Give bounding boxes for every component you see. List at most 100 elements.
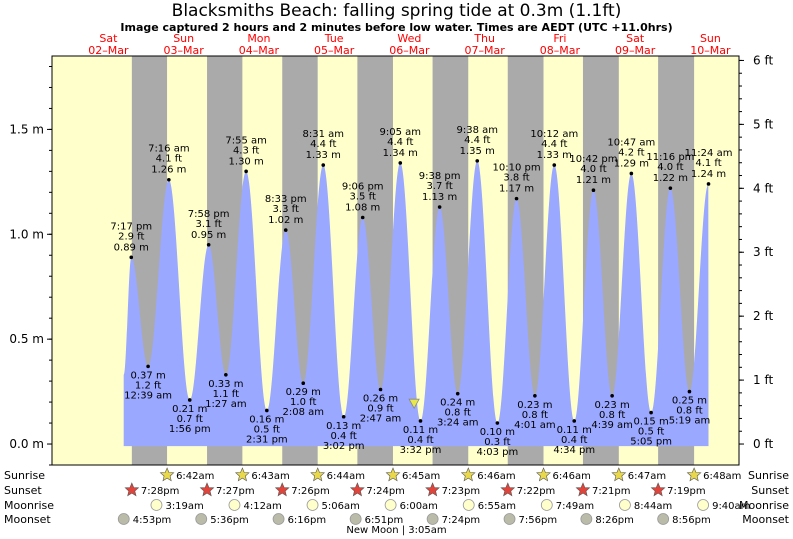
high-tide-height-ft: 4.1 ft <box>695 158 721 169</box>
high-tide-height-m: 1.02 m <box>268 215 303 226</box>
day-header-date: 03–Mar <box>164 44 205 57</box>
day-header-date: 09–Mar <box>615 44 656 57</box>
low-tide-height-m: 0.21 m <box>172 404 207 415</box>
day-header-date: 04–Mar <box>239 44 280 57</box>
moonrise-time: 4:12am <box>243 501 281 512</box>
low-tide-time: 1:27 am <box>205 399 247 410</box>
row-label-right-moonset: Moonset <box>742 513 789 526</box>
plot-frame <box>51 55 740 466</box>
sunset-star-icon <box>425 482 440 497</box>
sunset-star-icon <box>500 482 516 497</box>
moonset-moon-icon <box>580 513 593 525</box>
row-label-left-moonset: Moonset <box>4 513 51 526</box>
high-tide-height-m: 1.33 m <box>537 150 572 161</box>
low-tide-height-ft: 0.5 ft <box>254 424 280 435</box>
current-tide-marker <box>408 398 420 409</box>
sunset-star-icon <box>349 482 365 497</box>
sunrise-time: 6:47am <box>628 471 666 482</box>
high-tide-time: 7:16 am <box>148 144 190 155</box>
low-tide-time: 4:39 am <box>591 420 633 431</box>
low-tide-time: 2:31 pm <box>246 434 288 445</box>
high-tide-point <box>129 255 134 260</box>
moonset-moon-icon <box>195 513 208 525</box>
row-label-right-sunrise: Sunrise <box>748 469 789 482</box>
low-tide-height-ft: 0.8 ft <box>522 410 548 421</box>
sunset-time: 7:26pm <box>291 486 330 497</box>
low-tide-height-m: 0.33 m <box>208 379 243 390</box>
high-tide-time: 8:31 am <box>302 129 344 140</box>
high-tide-height-ft: 4.0 ft <box>580 164 606 175</box>
low-tide-point <box>495 421 500 425</box>
high-tide-height-ft: 4.4 ft <box>310 139 336 150</box>
high-tide-height-ft: 4.3 ft <box>233 145 259 156</box>
sunset-star-icon <box>124 482 140 497</box>
low-tide-time: 3:32 pm <box>400 445 442 456</box>
high-tide-point <box>591 188 596 193</box>
low-tide-height-m: 0.24 m <box>440 398 475 409</box>
moonrise-moon-icon <box>697 499 709 511</box>
low-tide-time: 3:24 am <box>437 418 479 429</box>
low-tide-time: 3:02 pm <box>323 441 365 452</box>
y-right-tick-label: 3 ft <box>753 245 773 259</box>
chart-subtitle: Image captured 2 hours and 2 minutes bef… <box>120 21 673 34</box>
high-tide-point <box>514 196 519 201</box>
low-tide-height-ft: 1.0 ft <box>290 397 316 408</box>
y-left-tick-label: 1.0 m <box>9 227 44 241</box>
moonset-moon-icon <box>272 513 285 525</box>
moonrise-time: 9:40am <box>712 501 750 512</box>
moonrise-moon-icon <box>462 499 475 511</box>
low-tide-height-ft: 0.9 ft <box>367 403 393 414</box>
sunrise-star-icon <box>611 467 627 482</box>
high-tide-height-m: 1.22 m <box>653 173 688 184</box>
high-tide-point <box>244 169 248 174</box>
low-tide-point <box>572 419 577 423</box>
low-tide-height-ft: 0.4 ft <box>561 435 587 446</box>
low-tide-time: 12:39 am <box>124 390 172 401</box>
moonrise-time: 5:06am <box>322 501 360 512</box>
low-tide-time: 4:03 pm <box>477 447 519 458</box>
low-tide-height-m: 0.11 m <box>557 425 592 436</box>
y-right-tick-label: 2 ft <box>753 309 773 323</box>
high-tide-point <box>706 182 711 186</box>
high-tide-time: 10:42 pm <box>569 154 617 165</box>
row-label-left-sunrise: Sunrise <box>4 469 45 482</box>
low-tide-point <box>649 410 653 415</box>
day-header-date: 08–Mar <box>540 44 581 57</box>
high-tide-height-m: 1.24 m <box>691 169 726 180</box>
sunrise-time: 6:46am <box>477 471 515 482</box>
high-tide-height-m: 1.30 m <box>229 156 264 167</box>
low-tide-point <box>418 419 423 423</box>
high-tide-height-ft: 4.4 ft <box>387 137 413 148</box>
low-tide-height-ft: 0.5 ft <box>638 427 664 438</box>
low-tide-height-ft: 0.8 ft <box>599 410 625 421</box>
moonrise-time: 8:44am <box>634 501 672 512</box>
low-tide-point <box>533 393 537 398</box>
day-header-date: 07–Mar <box>465 44 506 57</box>
high-tide-height-m: 1.29 m <box>614 158 649 169</box>
high-tide-height-m: 1.35 m <box>460 146 495 157</box>
chart-title: Blacksmiths Beach: falling spring tide a… <box>171 1 622 21</box>
sunset-time: 7:24pm <box>366 486 405 497</box>
high-tide-time: 7:17 pm <box>110 221 152 232</box>
high-tide-time: 10:12 am <box>530 129 578 140</box>
moonrise-moon-icon <box>228 499 241 511</box>
day-header-weekday: Fri <box>553 32 566 45</box>
moonset-moon-icon <box>503 513 516 525</box>
low-tide-height-m: 0.16 m <box>249 414 284 425</box>
low-tide-point <box>610 393 614 398</box>
moonset-time: 8:56pm <box>672 515 711 526</box>
high-tide-height-m: 0.89 m <box>114 242 149 253</box>
moonset-moon-icon <box>117 513 130 525</box>
moonrise-moon-icon <box>306 499 319 511</box>
sunrise-star-icon <box>159 467 175 482</box>
moonset-time: 4:53pm <box>133 515 172 526</box>
low-tide-height-m: 0.13 m <box>326 421 361 432</box>
high-tide-height-ft: 3.5 ft <box>350 192 376 203</box>
day-header-weekday: Sun <box>700 32 721 45</box>
low-tide-height-ft: 0.7 ft <box>177 414 203 425</box>
sunrise-time: 6:48am <box>703 471 741 482</box>
sunset-star-icon <box>274 482 290 497</box>
sunset-time: 7:21pm <box>592 486 631 497</box>
low-tide-time: 5:05 pm <box>630 437 672 448</box>
